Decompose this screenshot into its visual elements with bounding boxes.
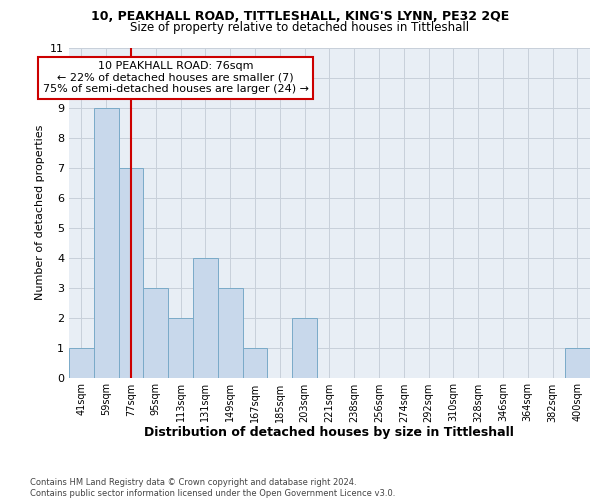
Text: Size of property relative to detached houses in Tittleshall: Size of property relative to detached ho…: [130, 21, 470, 34]
Bar: [94, 108, 119, 378]
Bar: [143, 288, 168, 378]
Bar: [193, 258, 218, 378]
Bar: [242, 348, 268, 378]
Bar: [168, 318, 193, 378]
Text: 10 PEAKHALL ROAD: 76sqm
← 22% of detached houses are smaller (7)
75% of semi-det: 10 PEAKHALL ROAD: 76sqm ← 22% of detache…: [43, 61, 308, 94]
Bar: [565, 348, 590, 378]
Text: Contains HM Land Registry data © Crown copyright and database right 2024.
Contai: Contains HM Land Registry data © Crown c…: [30, 478, 395, 498]
Y-axis label: Number of detached properties: Number of detached properties: [35, 125, 44, 300]
Bar: [292, 318, 317, 378]
Text: 10, PEAKHALL ROAD, TITTLESHALL, KING'S LYNN, PE32 2QE: 10, PEAKHALL ROAD, TITTLESHALL, KING'S L…: [91, 10, 509, 23]
Bar: [119, 168, 143, 378]
Text: Distribution of detached houses by size in Tittleshall: Distribution of detached houses by size …: [144, 426, 514, 439]
Bar: [69, 348, 94, 378]
Bar: [218, 288, 242, 378]
